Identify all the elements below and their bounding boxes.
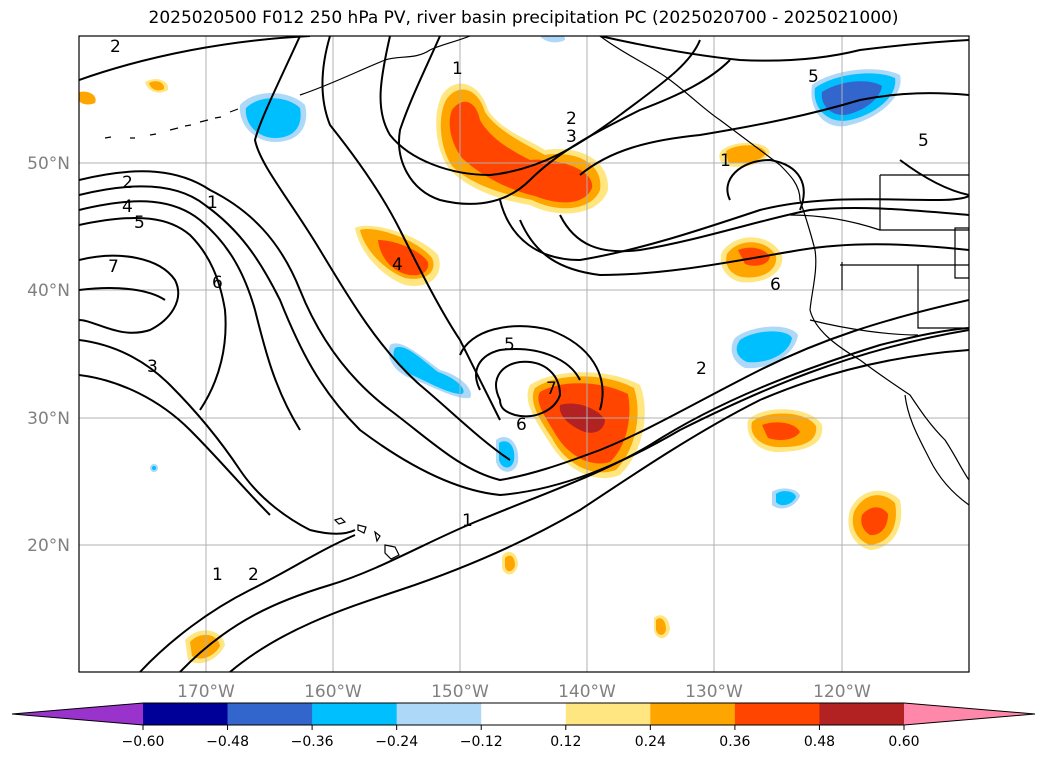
graticule xyxy=(79,36,969,672)
colorbar-segment xyxy=(227,703,313,725)
colorbar-segment xyxy=(396,703,482,725)
colorbar-segment xyxy=(312,703,398,725)
colorbar-tick-label: 0.48 xyxy=(804,734,835,750)
colorbar-segment xyxy=(819,703,905,725)
svg-text:2: 2 xyxy=(122,173,133,193)
contour-labels: 2 1 2 3 5 1 5 2 4 5 1 7 6 4 6 5 7 6 3 2 … xyxy=(108,37,929,585)
svg-text:1: 1 xyxy=(462,511,473,531)
colorbar-tick-label: 0.36 xyxy=(719,734,750,750)
precip-anomaly-fills xyxy=(79,36,902,664)
colorbar-over-arrow xyxy=(904,703,1035,725)
svg-text:7: 7 xyxy=(108,257,119,277)
svg-text:170°W: 170°W xyxy=(177,682,235,702)
svg-text:2: 2 xyxy=(110,37,121,57)
longitude-labels: 170°W 160°W 150°W 140°W 130°W 120°W xyxy=(177,682,871,702)
svg-text:7: 7 xyxy=(546,379,557,399)
svg-text:140°W: 140°W xyxy=(558,682,616,702)
svg-text:3: 3 xyxy=(566,127,577,147)
svg-text:120°W: 120°W xyxy=(813,682,871,702)
coastlines xyxy=(104,36,969,560)
colorbar: −0.60 −0.48 −0.36 −0.24 −0.12 0.12 0.24 0.36 0.4… xyxy=(11,702,1036,750)
svg-text:1: 1 xyxy=(207,193,218,213)
colorbar-tick-label: 0.60 xyxy=(888,734,919,750)
colorbar-segment xyxy=(143,703,229,725)
svg-text:5: 5 xyxy=(918,131,929,151)
map-frame xyxy=(78,35,970,673)
colorbar-tick-label: −0.36 xyxy=(291,734,334,750)
svg-text:1: 1 xyxy=(720,151,731,171)
svg-text:20°N: 20°N xyxy=(27,536,70,556)
colorbar-segment xyxy=(650,703,736,725)
svg-text:6: 6 xyxy=(516,415,527,435)
colorbar-tick-label: −0.60 xyxy=(122,734,165,750)
svg-text:5: 5 xyxy=(808,67,819,87)
colorbar-tick-label: 0.12 xyxy=(550,734,581,750)
svg-text:5: 5 xyxy=(504,335,515,355)
svg-text:40°N: 40°N xyxy=(27,281,70,301)
svg-text:5: 5 xyxy=(134,213,145,233)
latitude-labels: 50°N 40°N 30°N 20°N xyxy=(27,154,70,556)
svg-text:4: 4 xyxy=(122,197,133,217)
svg-text:1: 1 xyxy=(452,59,463,79)
colorbar-tick-label: −0.24 xyxy=(375,734,418,750)
colorbar-tick-label: −0.48 xyxy=(206,734,249,750)
svg-text:2: 2 xyxy=(696,359,707,379)
colorbar-under-arrow xyxy=(12,703,143,725)
colorbar-segment xyxy=(481,703,567,725)
svg-text:160°W: 160°W xyxy=(304,682,362,702)
pv-contours xyxy=(79,36,969,672)
colorbar-segment xyxy=(734,703,820,725)
svg-text:1: 1 xyxy=(212,565,223,585)
svg-text:2: 2 xyxy=(566,109,577,129)
colorbar-tick-label: 0.24 xyxy=(635,734,666,750)
colorbar-tick-label: −0.12 xyxy=(460,734,503,750)
colorbar-segment xyxy=(565,703,651,725)
svg-text:6: 6 xyxy=(770,275,781,295)
svg-text:4: 4 xyxy=(392,255,403,275)
svg-text:30°N: 30°N xyxy=(27,409,70,429)
svg-text:130°W: 130°W xyxy=(685,682,743,702)
svg-text:6: 6 xyxy=(212,273,223,293)
svg-text:50°N: 50°N xyxy=(27,154,70,174)
svg-text:150°W: 150°W xyxy=(431,682,489,702)
svg-text:2: 2 xyxy=(248,565,259,585)
map-title: 2025020500 F012 250 hPa PV, river basin … xyxy=(148,8,899,28)
svg-text:3: 3 xyxy=(147,357,158,377)
